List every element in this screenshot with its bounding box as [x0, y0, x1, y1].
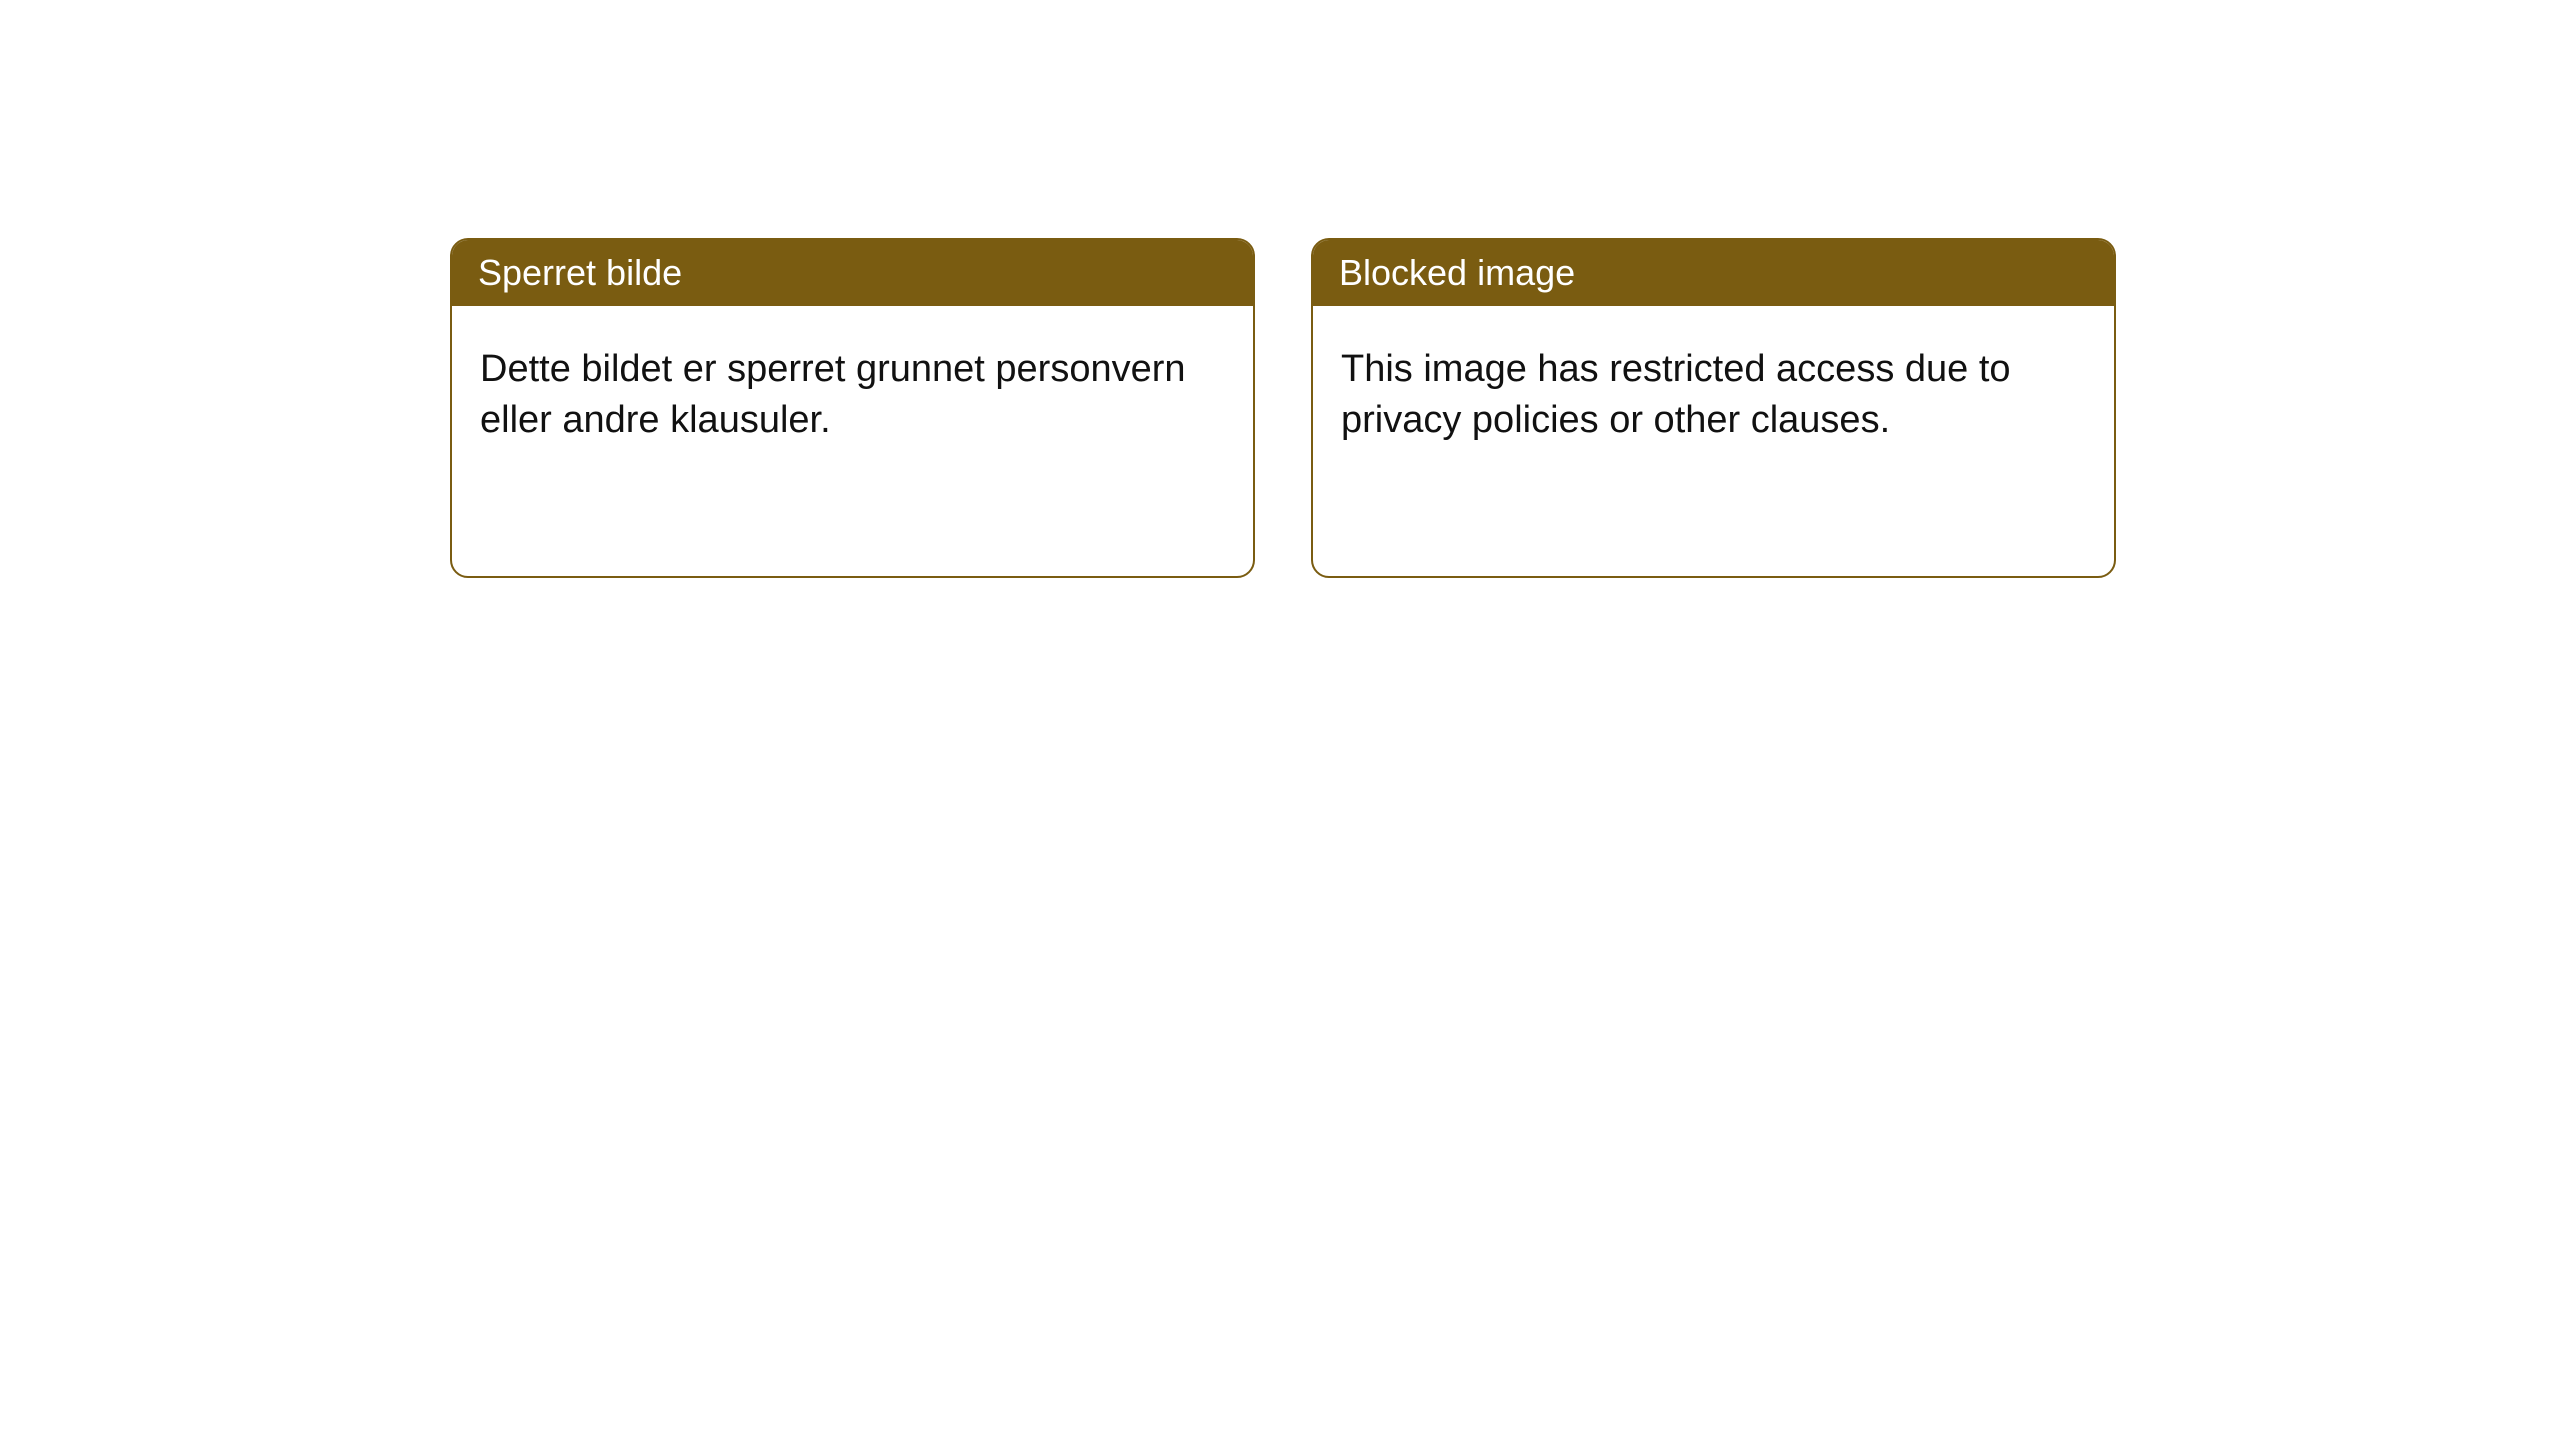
card-body-norwegian: Dette bildet er sperret grunnet personve…: [452, 306, 1253, 576]
notice-card-english: Blocked image This image has restricted …: [1311, 238, 2116, 578]
card-header-english: Blocked image: [1313, 240, 2114, 306]
notice-cards-container: Sperret bilde Dette bildet er sperret gr…: [450, 238, 2560, 578]
card-body-english: This image has restricted access due to …: [1313, 306, 2114, 576]
notice-card-norwegian: Sperret bilde Dette bildet er sperret gr…: [450, 238, 1255, 578]
card-header-norwegian: Sperret bilde: [452, 240, 1253, 306]
